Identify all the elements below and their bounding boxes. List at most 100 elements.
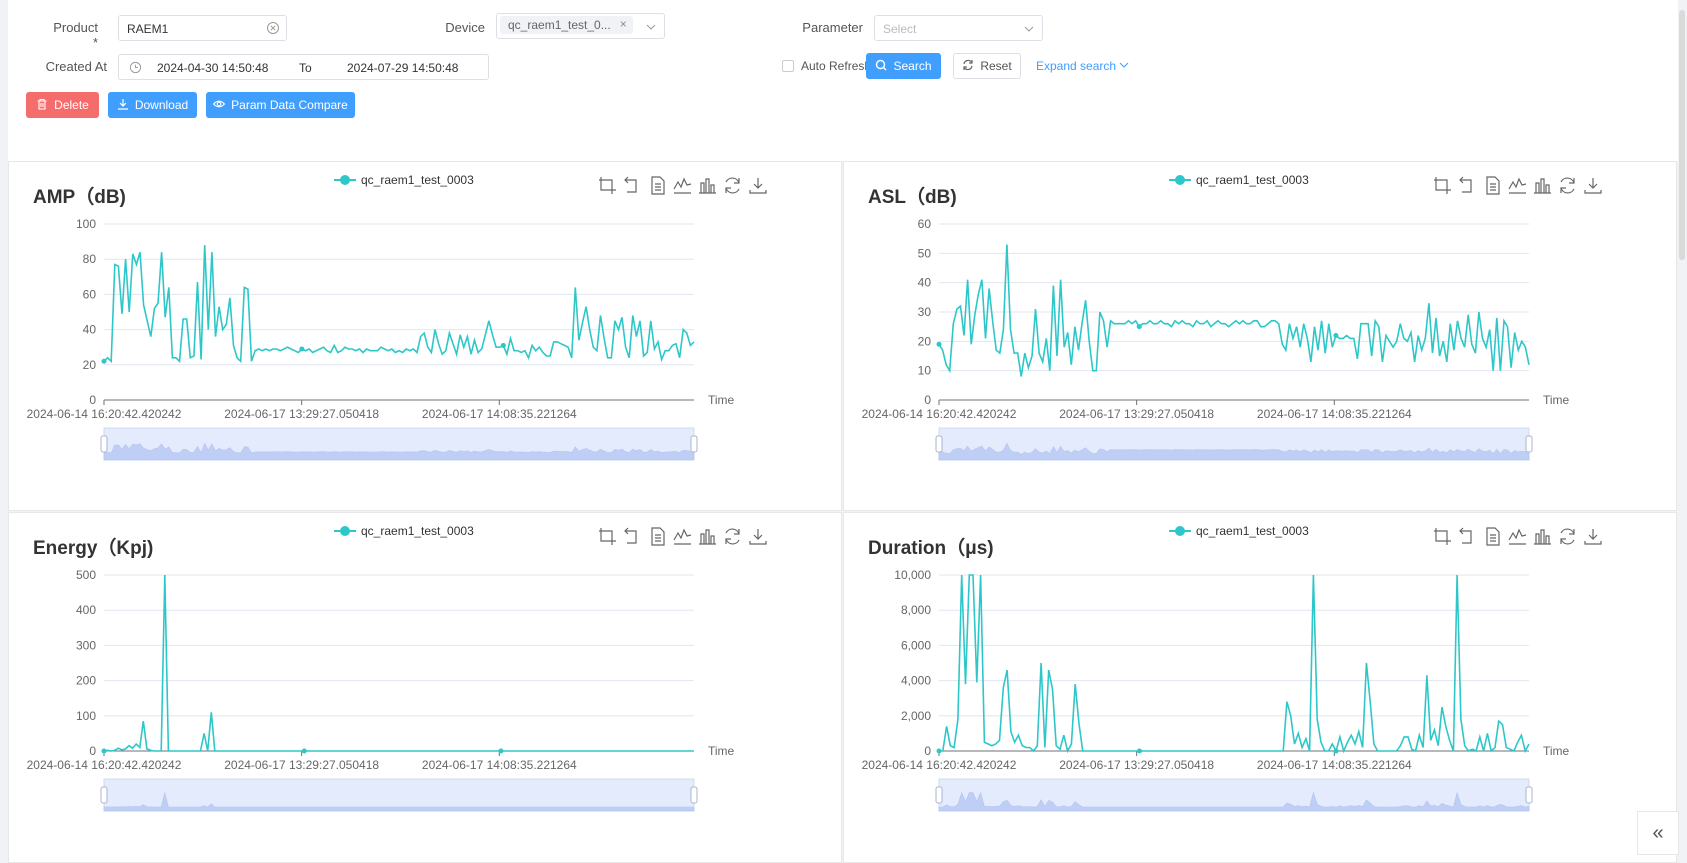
save-image-icon[interactable]: [749, 178, 767, 194]
data-view-icon[interactable]: [1486, 527, 1500, 546]
x-tick-label: 2024-06-14 16:20:42.420242: [862, 758, 1017, 772]
product-input[interactable]: RAEM1: [118, 15, 287, 41]
data-zoom-slider[interactable]: [935, 778, 1533, 812]
parameter-select[interactable]: Select: [874, 15, 1043, 41]
download-button[interactable]: Download: [108, 92, 197, 118]
x-tick-label: 2024-06-14 16:20:42.420242: [27, 758, 182, 772]
search-label: Search: [893, 59, 932, 73]
y-tick-label: 60: [918, 217, 932, 231]
param-compare-button[interactable]: Param Data Compare: [206, 92, 355, 118]
x-tick-label: 2024-06-17 14:08:35.221264: [1257, 758, 1412, 772]
scrollbar[interactable]: [1679, 10, 1685, 260]
chart-toolbar[interactable]: [599, 527, 767, 546]
chart-toolbar[interactable]: [1434, 527, 1602, 546]
refresh-icon[interactable]: [1560, 528, 1575, 545]
bar-chart-icon[interactable]: [1534, 178, 1551, 194]
zoom-handle[interactable]: [935, 786, 943, 804]
delete-button[interactable]: Delete: [26, 92, 99, 118]
device-select[interactable]: qc_raem1_test_0... ×: [496, 13, 665, 39]
data-view-icon[interactable]: [1486, 176, 1500, 195]
date-to[interactable]: 2024-07-29 14:50:48: [347, 61, 459, 75]
y-tick-label: 0: [924, 393, 931, 407]
date-range-picker[interactable]: 2024-04-30 14:50:48 To 2024-07-29 14:50:…: [118, 54, 489, 80]
zoom-handle[interactable]: [690, 435, 698, 453]
search-button[interactable]: Search: [866, 53, 941, 79]
zoom-handle[interactable]: [1525, 435, 1533, 453]
data-zoom-slider[interactable]: [935, 427, 1533, 461]
series-point: [299, 346, 305, 352]
device-tag-label: qc_raem1_test_0...: [508, 18, 611, 32]
x-tick-label: 2024-06-17 13:29:27.050418: [1059, 407, 1214, 421]
clear-icon[interactable]: [266, 21, 280, 38]
chart-panel-asl: ASL（dB) qc_raem1_test_0003 0 10 20 30 40 50 60 Ti…: [843, 161, 1677, 511]
refresh-icon[interactable]: [725, 177, 740, 194]
legend-series-label: qc_raem1_test_0003: [1196, 173, 1309, 187]
restore-icon[interactable]: [1459, 176, 1472, 193]
refresh-icon[interactable]: [725, 528, 740, 545]
to-label: To: [299, 61, 312, 75]
y-tick-label: 30: [918, 305, 932, 319]
zoom-handle[interactable]: [1525, 786, 1533, 804]
chart-toolbar[interactable]: [599, 176, 767, 195]
crop-icon[interactable]: [599, 528, 616, 545]
compare-label: Param Data Compare: [231, 98, 348, 112]
chart-legend[interactable]: qc_raem1_test_0003: [334, 173, 474, 187]
chart-panel-duration: Duration（μs) qc_raem1_test_0003 0 2,000 4,00…: [843, 512, 1677, 863]
y-tick-label: 0: [89, 393, 96, 407]
series-line: [938, 244, 1530, 377]
refresh-icon: [962, 59, 974, 74]
device-label: Device: [445, 20, 485, 35]
expand-search-link[interactable]: Expand search: [1036, 59, 1129, 73]
y-tick-label: 0: [924, 744, 931, 758]
y-tick-label: 100: [76, 709, 96, 723]
y-tick-label: 80: [83, 252, 97, 266]
chart-panel-amp: AMP（dB) qc_raem1_test_0003 0 20 40 60 80 100 Tim…: [8, 161, 842, 511]
chart-legend[interactable]: qc_raem1_test_0003: [1169, 173, 1309, 187]
auto-refresh-checkbox[interactable]: [782, 60, 794, 72]
save-image-icon[interactable]: [749, 529, 767, 545]
reset-button[interactable]: Reset: [953, 53, 1021, 79]
series-point: [936, 748, 942, 754]
chart-toolbar[interactable]: [1434, 176, 1602, 195]
line-chart-icon[interactable]: [673, 177, 692, 194]
tag-close-icon[interactable]: ×: [619, 17, 627, 31]
legend-series-label: qc_raem1_test_0003: [1196, 524, 1309, 538]
line-chart-icon[interactable]: [673, 528, 692, 545]
zoom-handle[interactable]: [935, 435, 943, 453]
zoom-handle[interactable]: [100, 435, 108, 453]
restore-icon[interactable]: [624, 527, 637, 544]
bar-chart-icon[interactable]: [699, 178, 716, 194]
chart-legend[interactable]: qc_raem1_test_0003: [1169, 524, 1309, 538]
data-view-icon[interactable]: [651, 176, 665, 195]
crop-icon[interactable]: [1434, 177, 1451, 194]
line-chart-icon[interactable]: [1508, 528, 1527, 545]
auto-refresh-label[interactable]: Auto Refresh: [801, 59, 872, 73]
collapse-sidebar-button[interactable]: «: [1637, 811, 1679, 855]
save-image-icon[interactable]: [1584, 178, 1602, 194]
data-view-icon[interactable]: [651, 527, 665, 546]
data-zoom-slider[interactable]: [100, 427, 698, 461]
x-tick-label: 2024-06-17 14:08:35.221264: [1257, 407, 1412, 421]
series-line: [939, 574, 1530, 754]
restore-icon[interactable]: [624, 176, 637, 193]
filter-panel: Product * RAEM1 Device qc_raem1_test_0..…: [8, 0, 1678, 161]
x-tick-label: 2024-06-17 13:29:27.050418: [224, 407, 379, 421]
line-chart-icon[interactable]: [1508, 177, 1527, 194]
y-tick-label: 60: [83, 287, 97, 301]
restore-icon[interactable]: [1459, 527, 1472, 544]
crop-icon[interactable]: [1434, 528, 1451, 545]
zoom-handle[interactable]: [690, 786, 698, 804]
y-tick-label: 2,000: [901, 709, 931, 723]
reset-label: Reset: [980, 59, 1012, 73]
chart-legend[interactable]: qc_raem1_test_0003: [334, 524, 474, 538]
data-zoom-slider[interactable]: [100, 778, 698, 812]
bar-chart-icon[interactable]: [1534, 529, 1551, 545]
date-from[interactable]: 2024-04-30 14:50:48: [157, 61, 269, 75]
refresh-icon[interactable]: [1560, 177, 1575, 194]
crop-icon[interactable]: [599, 177, 616, 194]
y-tick-label: 300: [76, 638, 96, 652]
zoom-handle[interactable]: [100, 786, 108, 804]
bar-chart-icon[interactable]: [699, 529, 716, 545]
chart-title: Energy（Kpj): [33, 538, 154, 559]
save-image-icon[interactable]: [1584, 529, 1602, 545]
